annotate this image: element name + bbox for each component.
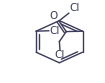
- Text: Cl: Cl: [55, 50, 65, 60]
- Text: O: O: [50, 11, 58, 21]
- Text: Cl: Cl: [49, 26, 60, 36]
- Text: Cl: Cl: [69, 3, 80, 13]
